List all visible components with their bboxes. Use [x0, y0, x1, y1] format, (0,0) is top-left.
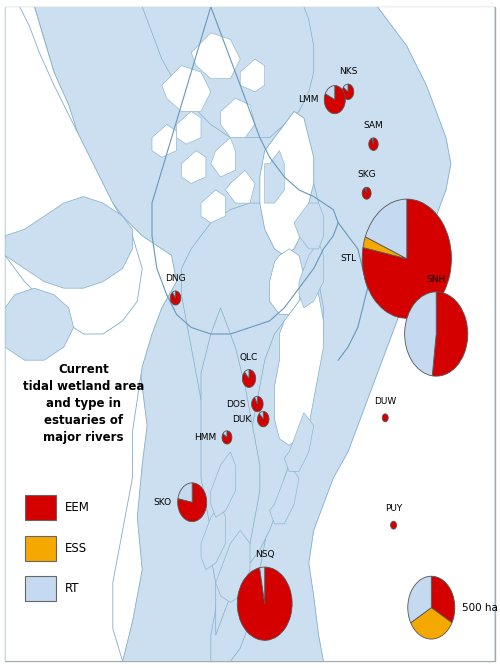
Polygon shape [201, 504, 226, 570]
Polygon shape [176, 112, 201, 144]
Wedge shape [432, 292, 468, 376]
Polygon shape [211, 452, 236, 517]
Text: STL: STL [340, 255, 356, 263]
Wedge shape [242, 369, 256, 387]
Polygon shape [270, 249, 304, 315]
Polygon shape [226, 170, 255, 203]
Wedge shape [244, 369, 249, 379]
Text: DNG: DNG [165, 274, 186, 283]
Polygon shape [270, 465, 299, 524]
Polygon shape [216, 530, 250, 603]
Text: SKO: SKO [154, 498, 172, 507]
Text: LMM: LMM [298, 95, 318, 104]
Polygon shape [152, 124, 176, 157]
Text: SNH: SNH [426, 275, 446, 284]
Wedge shape [342, 84, 354, 100]
Text: RT: RT [66, 582, 80, 595]
Wedge shape [223, 431, 227, 438]
Polygon shape [220, 98, 255, 138]
Text: 500 ha: 500 ha [462, 603, 498, 613]
Text: SAM: SAM [364, 121, 384, 130]
Wedge shape [222, 431, 232, 444]
Text: Current
tidal wetland area
and type in
estuaries of
major rivers: Current tidal wetland area and type in e… [22, 363, 144, 444]
Polygon shape [260, 112, 314, 255]
Polygon shape [5, 7, 495, 661]
Polygon shape [5, 7, 142, 334]
Wedge shape [178, 483, 206, 522]
Wedge shape [382, 413, 388, 422]
Wedge shape [258, 411, 269, 427]
FancyBboxPatch shape [24, 536, 56, 560]
Wedge shape [372, 138, 374, 144]
Wedge shape [362, 199, 452, 319]
Text: DUW: DUW [374, 397, 396, 406]
Text: DUK: DUK [232, 415, 252, 424]
Wedge shape [260, 567, 264, 604]
Polygon shape [201, 308, 260, 635]
Wedge shape [238, 567, 292, 641]
Wedge shape [432, 576, 455, 623]
Text: NSQ: NSQ [255, 550, 274, 559]
Polygon shape [274, 282, 324, 446]
Polygon shape [240, 59, 264, 92]
Polygon shape [162, 65, 211, 112]
Polygon shape [230, 321, 304, 570]
Polygon shape [5, 7, 147, 661]
Wedge shape [170, 291, 181, 305]
Wedge shape [252, 396, 263, 411]
Wedge shape [404, 292, 436, 376]
FancyBboxPatch shape [24, 576, 56, 601]
FancyBboxPatch shape [5, 7, 495, 661]
Wedge shape [344, 84, 348, 92]
Polygon shape [299, 242, 324, 308]
Wedge shape [324, 86, 345, 114]
Wedge shape [362, 187, 371, 199]
Polygon shape [5, 7, 176, 661]
Polygon shape [264, 170, 318, 269]
Wedge shape [178, 483, 192, 502]
Wedge shape [260, 411, 263, 419]
Polygon shape [294, 203, 324, 249]
Polygon shape [191, 33, 240, 79]
Text: QLC: QLC [240, 353, 258, 362]
Wedge shape [363, 236, 407, 259]
Wedge shape [326, 86, 335, 100]
Text: EEM: EEM [66, 501, 90, 514]
Text: PUY: PUY [385, 504, 402, 513]
Polygon shape [182, 203, 324, 661]
Polygon shape [284, 413, 314, 472]
Text: HMM: HMM [194, 433, 216, 442]
Polygon shape [211, 138, 236, 177]
Polygon shape [182, 151, 206, 184]
Wedge shape [254, 396, 258, 404]
Polygon shape [201, 190, 226, 222]
FancyBboxPatch shape [24, 495, 56, 520]
Polygon shape [5, 288, 73, 360]
Wedge shape [366, 199, 407, 259]
Text: ESS: ESS [66, 542, 88, 554]
Wedge shape [390, 521, 396, 529]
Wedge shape [365, 187, 366, 193]
Text: NKS: NKS [339, 67, 357, 76]
Wedge shape [369, 138, 378, 150]
Polygon shape [5, 196, 132, 288]
Wedge shape [408, 576, 432, 623]
Polygon shape [264, 151, 284, 203]
Text: SKG: SKG [358, 170, 376, 180]
Polygon shape [142, 7, 314, 138]
Polygon shape [309, 7, 495, 661]
Text: DOS: DOS [226, 399, 246, 409]
Wedge shape [410, 608, 452, 639]
Wedge shape [172, 291, 176, 298]
